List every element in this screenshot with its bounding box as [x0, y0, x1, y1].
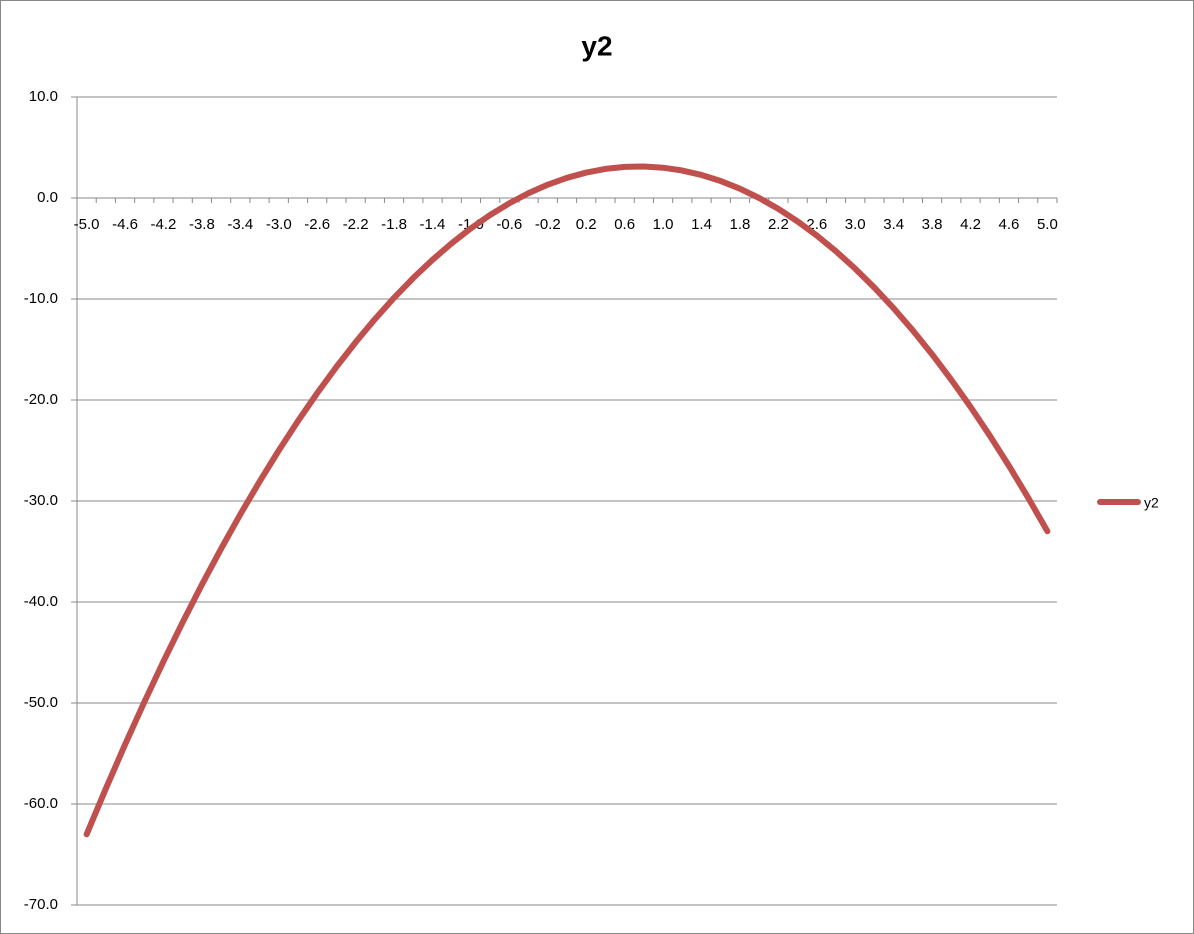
x-tick-label: -2.6	[304, 216, 330, 233]
x-tick-label: -0.6	[496, 216, 522, 233]
x-tick-label: 1.0	[653, 216, 674, 233]
x-tick-label: -3.0	[266, 216, 292, 233]
x-tick-label: 3.0	[845, 216, 866, 233]
x-tick-label: -3.8	[189, 216, 215, 233]
x-tick-label: -1.4	[420, 216, 446, 233]
x-tick-label: 4.6	[999, 216, 1020, 233]
x-tick-label: -3.4	[227, 216, 253, 233]
x-tick-label: 4.2	[960, 216, 981, 233]
y-tick-label: -10.0	[24, 290, 58, 307]
y-tick-label: 0.0	[37, 189, 58, 206]
y-tick-label: -20.0	[24, 391, 58, 408]
x-tick-label: -0.2	[535, 216, 561, 233]
y-tick-label: 10.0	[29, 88, 58, 105]
x-tick-label: 0.2	[576, 216, 597, 233]
y-tick-label: -60.0	[24, 795, 58, 812]
y-tick-label: -70.0	[24, 896, 58, 913]
x-tick-label: -4.2	[151, 216, 177, 233]
x-tick-label: 1.8	[730, 216, 751, 233]
x-tick-label: -4.6	[112, 216, 138, 233]
y-tick-label: -30.0	[24, 492, 58, 509]
data-line	[83, 163, 1051, 838]
y-tick-label: -40.0	[24, 593, 58, 610]
chart-title: y2	[581, 30, 612, 61]
x-tick-label: 5.0	[1037, 216, 1058, 233]
x-tick-label: 0.6	[614, 216, 635, 233]
x-tick-label: 1.4	[691, 216, 712, 233]
x-tick-label: -5.0	[74, 216, 100, 233]
legend-label: y2	[1144, 495, 1159, 511]
x-tick-label: -1.8	[381, 216, 407, 233]
x-tick-label: -2.2	[343, 216, 369, 233]
x-tick-label: 3.8	[922, 216, 943, 233]
x-tick-label: 3.4	[883, 216, 904, 233]
y-tick-label: -50.0	[24, 694, 58, 711]
x-tick-label: 2.2	[768, 216, 789, 233]
